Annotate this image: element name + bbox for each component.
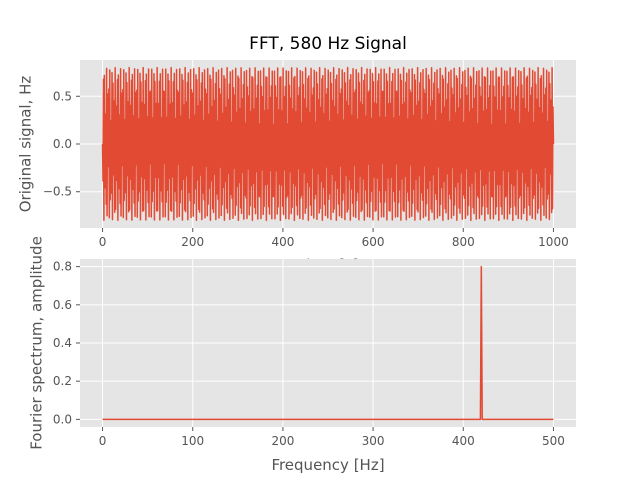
spectrum-x-tick-label: 300 <box>362 434 385 448</box>
spectrum-x-tick-label: 500 <box>542 434 565 448</box>
time-y-tick-label: −0.5 <box>43 185 72 199</box>
spectrum-x-tick-label: 400 <box>452 434 475 448</box>
time-signal-series <box>101 66 555 222</box>
spectrum-y-tick-label: 0.4 <box>53 336 72 350</box>
time-x-tick-label: 800 <box>452 235 475 249</box>
time-series-line <box>101 66 555 222</box>
time-x-tick-label: 1000 <box>538 235 569 249</box>
spectrum-plot: 0 100 200 300 400 500 0.0 0.2 0.4 0.6 0.8 Frequenc… <box>28 236 576 474</box>
spectrum-series <box>102 265 554 421</box>
spectrum-plot-grid <box>80 259 576 427</box>
spectrum-x-tick-label: 200 <box>271 434 294 448</box>
spectrum-y-tick-label: 0.8 <box>53 260 72 274</box>
chart-title: FFT, 580 Hz Signal <box>249 34 407 54</box>
time-x-tick-label: 400 <box>271 235 294 249</box>
spectrum-y-tick-label: 0.0 <box>53 412 72 426</box>
time-x-tick-label: 200 <box>181 235 204 249</box>
spectrum-plot-ticks: 0 100 200 300 400 500 0.0 0.2 0.4 0.6 0.8 <box>53 260 565 448</box>
spectrum-y-axis-label: Fourier spectrum, amplitude <box>28 236 46 450</box>
spectrum-x-tick-label: 100 <box>181 434 204 448</box>
time-x-tick-label: 0 <box>99 235 107 249</box>
spectrum-y-tick-label: 0.6 <box>53 298 72 312</box>
time-plot-ticks: 0 200 400 600 800 1000 −0.5 0.0 0.5 <box>43 89 569 249</box>
time-y-axis-label: Original signal, Hz <box>17 76 35 213</box>
time-x-tick-label: 600 <box>362 235 385 249</box>
time-y-tick-label: 0.5 <box>53 89 72 103</box>
spectrum-y-tick-label: 0.2 <box>53 374 72 388</box>
frequency-x-axis-label: Frequency [Hz] <box>271 456 384 474</box>
spectrum-x-tick-label: 0 <box>99 434 107 448</box>
time-y-tick-label: 0.0 <box>53 137 72 151</box>
spectrum-series-line <box>102 265 554 421</box>
